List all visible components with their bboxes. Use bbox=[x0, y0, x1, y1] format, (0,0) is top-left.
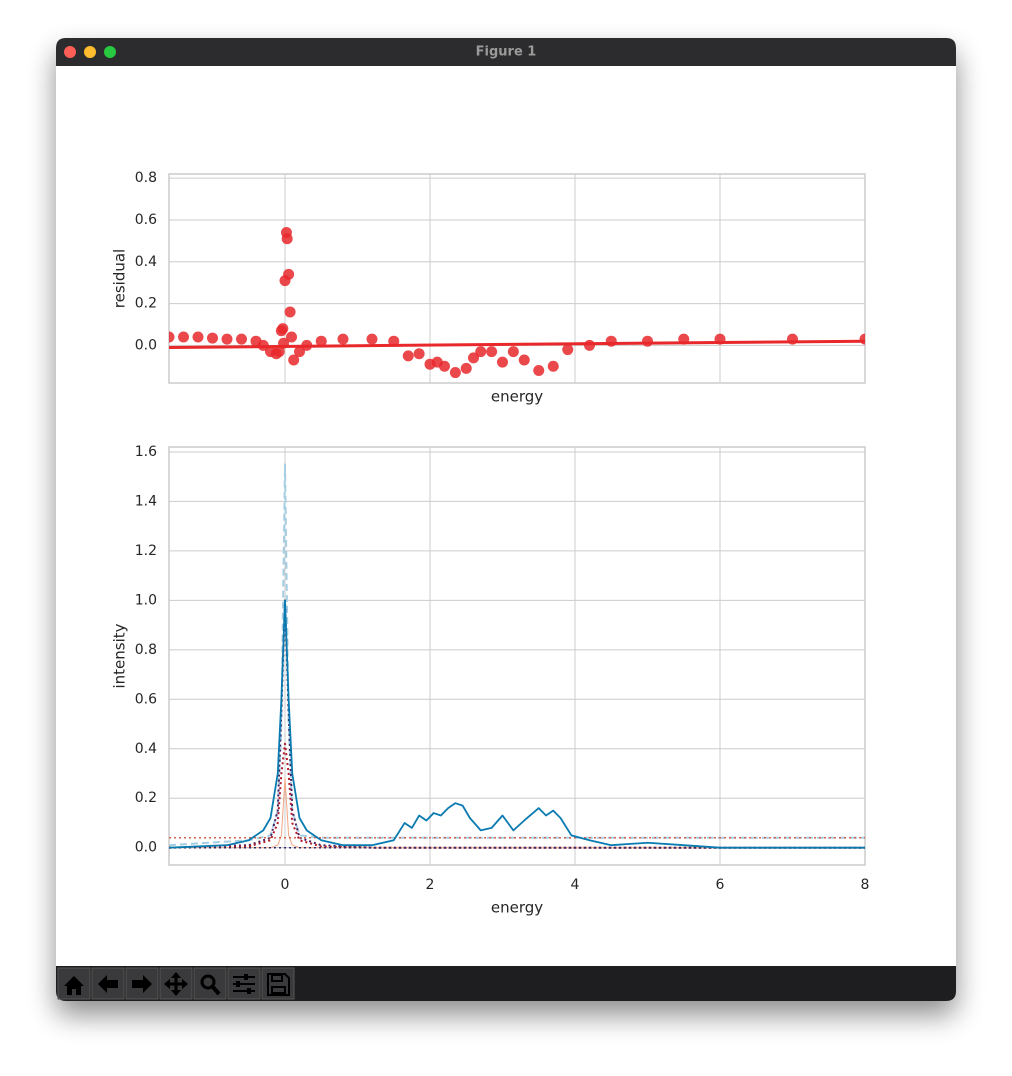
x-tick-label: 8 bbox=[861, 877, 870, 893]
scatter-point bbox=[413, 348, 425, 360]
y-tick-label: 1.4 bbox=[135, 493, 157, 509]
x-axis-label: energy bbox=[491, 899, 543, 917]
scatter-point bbox=[337, 333, 349, 345]
x-tick-label: 6 bbox=[716, 877, 725, 893]
configure-button[interactable] bbox=[227, 967, 261, 1000]
home-button[interactable] bbox=[57, 967, 91, 1000]
scatter-point bbox=[533, 364, 545, 376]
minimize-button[interactable] bbox=[84, 46, 96, 58]
y-tick-label: 0.6 bbox=[135, 212, 157, 228]
y-axis-label: intensity bbox=[111, 623, 129, 688]
y-tick-label: 0.0 bbox=[135, 337, 157, 353]
scatter-point bbox=[475, 346, 487, 358]
scatter-point bbox=[449, 367, 461, 379]
scatter-point bbox=[273, 346, 285, 358]
y-tick-label: 0.8 bbox=[135, 170, 157, 186]
scatter-point bbox=[518, 354, 530, 366]
scatter-point bbox=[178, 331, 189, 343]
scatter-point bbox=[169, 331, 175, 343]
line-series bbox=[169, 742, 865, 849]
axes-frame bbox=[168, 173, 866, 384]
scatter-point bbox=[236, 333, 247, 345]
scatter-point bbox=[277, 323, 289, 335]
line-series bbox=[169, 339, 865, 349]
axes: 0.0 0.2 0.4 0.6 0.8 energy residual bbox=[111, 170, 866, 406]
scatter-point bbox=[460, 362, 472, 374]
scatter-point bbox=[439, 360, 450, 372]
axes: 0.0 0.2 0.4 0.6 0.8 1.0 1.2 1.4 1.6 0 2 4 6 8 energy in… bbox=[111, 444, 870, 917]
y-tick-label: 0.8 bbox=[135, 642, 157, 658]
scatter-point bbox=[281, 233, 293, 245]
close-button[interactable] bbox=[64, 46, 76, 58]
scatter-point bbox=[286, 331, 298, 343]
scatter-point bbox=[221, 333, 233, 345]
y-tick-label: 0.6 bbox=[135, 691, 157, 707]
scatter-point bbox=[315, 335, 327, 347]
scatter-point bbox=[486, 346, 498, 358]
scatter-point bbox=[207, 332, 218, 344]
y-tick-label: 1.6 bbox=[135, 444, 157, 460]
x-tick-label: 2 bbox=[426, 877, 435, 893]
scatter-point bbox=[562, 344, 574, 356]
scatter-point bbox=[584, 339, 595, 351]
y-tick-label: 0.2 bbox=[135, 790, 157, 806]
y-tick-label: 0.2 bbox=[135, 296, 157, 312]
line-series bbox=[169, 599, 865, 849]
x-axis-label: energy bbox=[491, 388, 543, 406]
y-tick-label: 1.2 bbox=[135, 543, 157, 559]
back-button[interactable] bbox=[91, 967, 125, 1000]
scatter-point bbox=[284, 306, 296, 318]
scatter-point bbox=[605, 335, 617, 347]
scatter-point bbox=[288, 354, 300, 366]
zoom-button[interactable] bbox=[104, 46, 116, 58]
pan-button[interactable] bbox=[159, 967, 193, 1000]
x-tick-label: 0 bbox=[281, 877, 290, 893]
y-tick-label: 0.4 bbox=[135, 254, 157, 270]
title-bar bbox=[56, 38, 956, 66]
scatter-point bbox=[192, 331, 204, 343]
scatter-point bbox=[283, 268, 295, 280]
y-tick-label: 1.0 bbox=[135, 592, 157, 608]
scatter-point bbox=[497, 356, 508, 368]
scatter-point bbox=[366, 333, 378, 345]
scatter-point bbox=[507, 346, 519, 358]
zoom-tool-button[interactable] bbox=[193, 967, 227, 1000]
scatter-point bbox=[642, 335, 653, 347]
x-tick-label: 4 bbox=[571, 877, 580, 893]
axes-frame bbox=[168, 446, 866, 866]
window-title: Figure 1 bbox=[476, 45, 537, 60]
scatter-point bbox=[402, 350, 414, 362]
scatter-point bbox=[294, 346, 305, 358]
save-button[interactable] bbox=[261, 967, 295, 1000]
forward-button[interactable] bbox=[125, 967, 159, 1000]
scatter-point bbox=[468, 352, 479, 364]
y-tick-label: 0.0 bbox=[135, 840, 157, 856]
y-axis-label: residual bbox=[111, 249, 129, 308]
scatter-point bbox=[547, 360, 559, 372]
y-tick-label: 0.4 bbox=[135, 741, 157, 757]
